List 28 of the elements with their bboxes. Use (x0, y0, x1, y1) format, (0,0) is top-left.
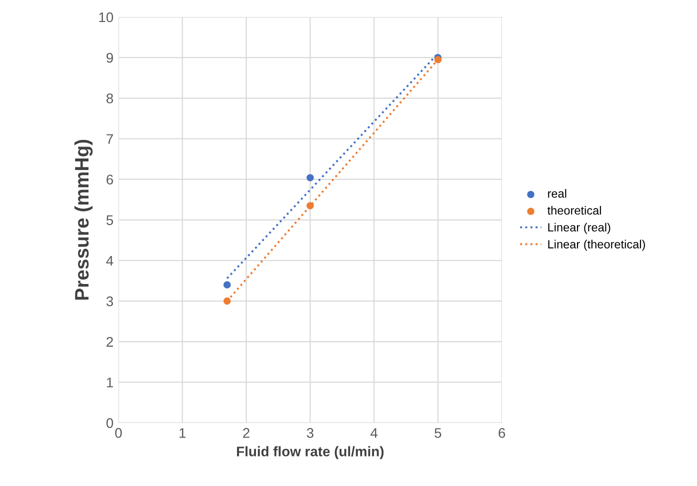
x-tick-label: 6 (498, 428, 506, 438)
y-tick-label: 9 (106, 52, 113, 63)
y-tick-label: 3 (106, 296, 114, 306)
x-tick-label: 2 (243, 428, 250, 438)
x-tick-label: 4 (370, 428, 378, 438)
x-axis-title: Fluid flow rate (ul/min) (237, 446, 384, 460)
y-tick-label: 8 (106, 94, 114, 104)
legend-label: Linear (real) (548, 222, 610, 234)
y-tick-label: 6 (106, 174, 114, 185)
y-tick-label: 1 (106, 378, 113, 388)
x-tick-label: 5 (434, 428, 442, 438)
y-tick-label: 0 (106, 418, 114, 428)
x-tick-label: 3 (306, 428, 314, 438)
y-tick-label: 5 (106, 215, 114, 226)
legend-label: theoretical (547, 206, 601, 215)
point (223, 281, 231, 288)
y-tick-label: 10 (99, 12, 114, 22)
point (306, 202, 314, 210)
legend-label: Linear (theoretical) (548, 240, 645, 251)
point (223, 297, 231, 305)
legend-label: real (548, 189, 566, 198)
point (306, 174, 314, 182)
x-tick-label: 0 (115, 428, 122, 438)
x-tick-label: 1 (180, 428, 186, 438)
y-tick-label: 4 (106, 256, 114, 266)
y-axis-title: Pressure (mmHg) (74, 140, 93, 300)
y-tick-label: 7 (106, 134, 113, 144)
y-tick-label: 2 (106, 336, 113, 347)
